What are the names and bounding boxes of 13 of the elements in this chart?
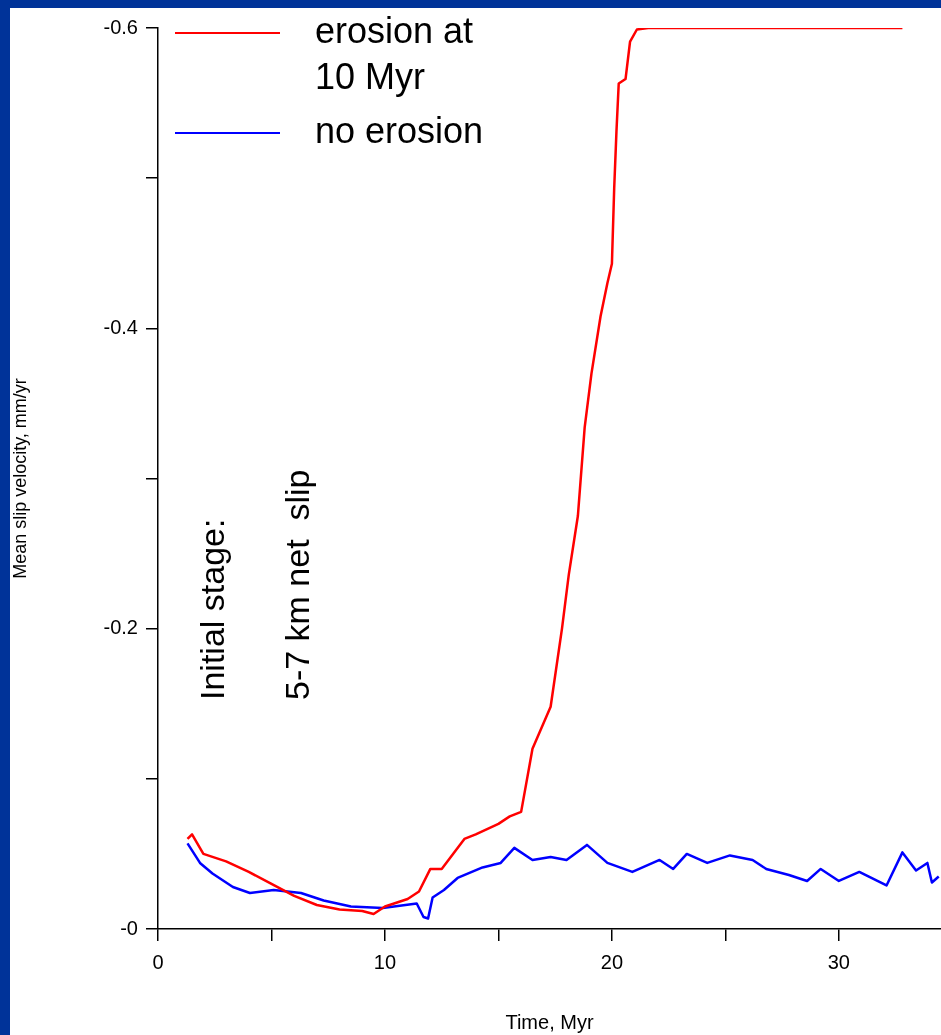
- y-axis-title: Mean slip velocity, mm/yr: [9, 378, 30, 579]
- y-tick-label: -0: [120, 916, 138, 939]
- y-tick-label: -0.6: [103, 15, 138, 38]
- x-tick-label: 10: [373, 950, 397, 973]
- y-tick-label: -0.4: [103, 315, 138, 338]
- annotation: Initial stage:: [193, 518, 232, 700]
- x-tick-label: 20: [600, 950, 624, 973]
- x-tick-label: 30: [827, 950, 850, 973]
- x-axis-title: Time, Myr: [505, 1010, 594, 1033]
- legend-label: no erosion: [315, 109, 484, 153]
- y-tick-label: -0.2: [103, 616, 138, 639]
- x-tick-label: 0: [152, 950, 164, 973]
- annotation: 5-7 km net slip: [278, 469, 317, 700]
